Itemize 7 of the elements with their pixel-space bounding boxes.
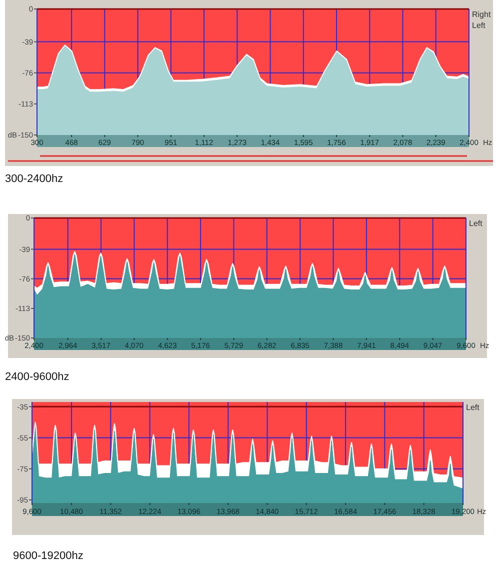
text: 9600-19200hz	[13, 550, 84, 562]
text: Left	[469, 219, 484, 228]
text: Left	[472, 21, 486, 30]
text: 2400-9600hz	[5, 371, 70, 383]
text: Left	[466, 403, 480, 412]
text: Right	[472, 10, 492, 19]
text: 300-2400hz	[5, 173, 64, 185]
